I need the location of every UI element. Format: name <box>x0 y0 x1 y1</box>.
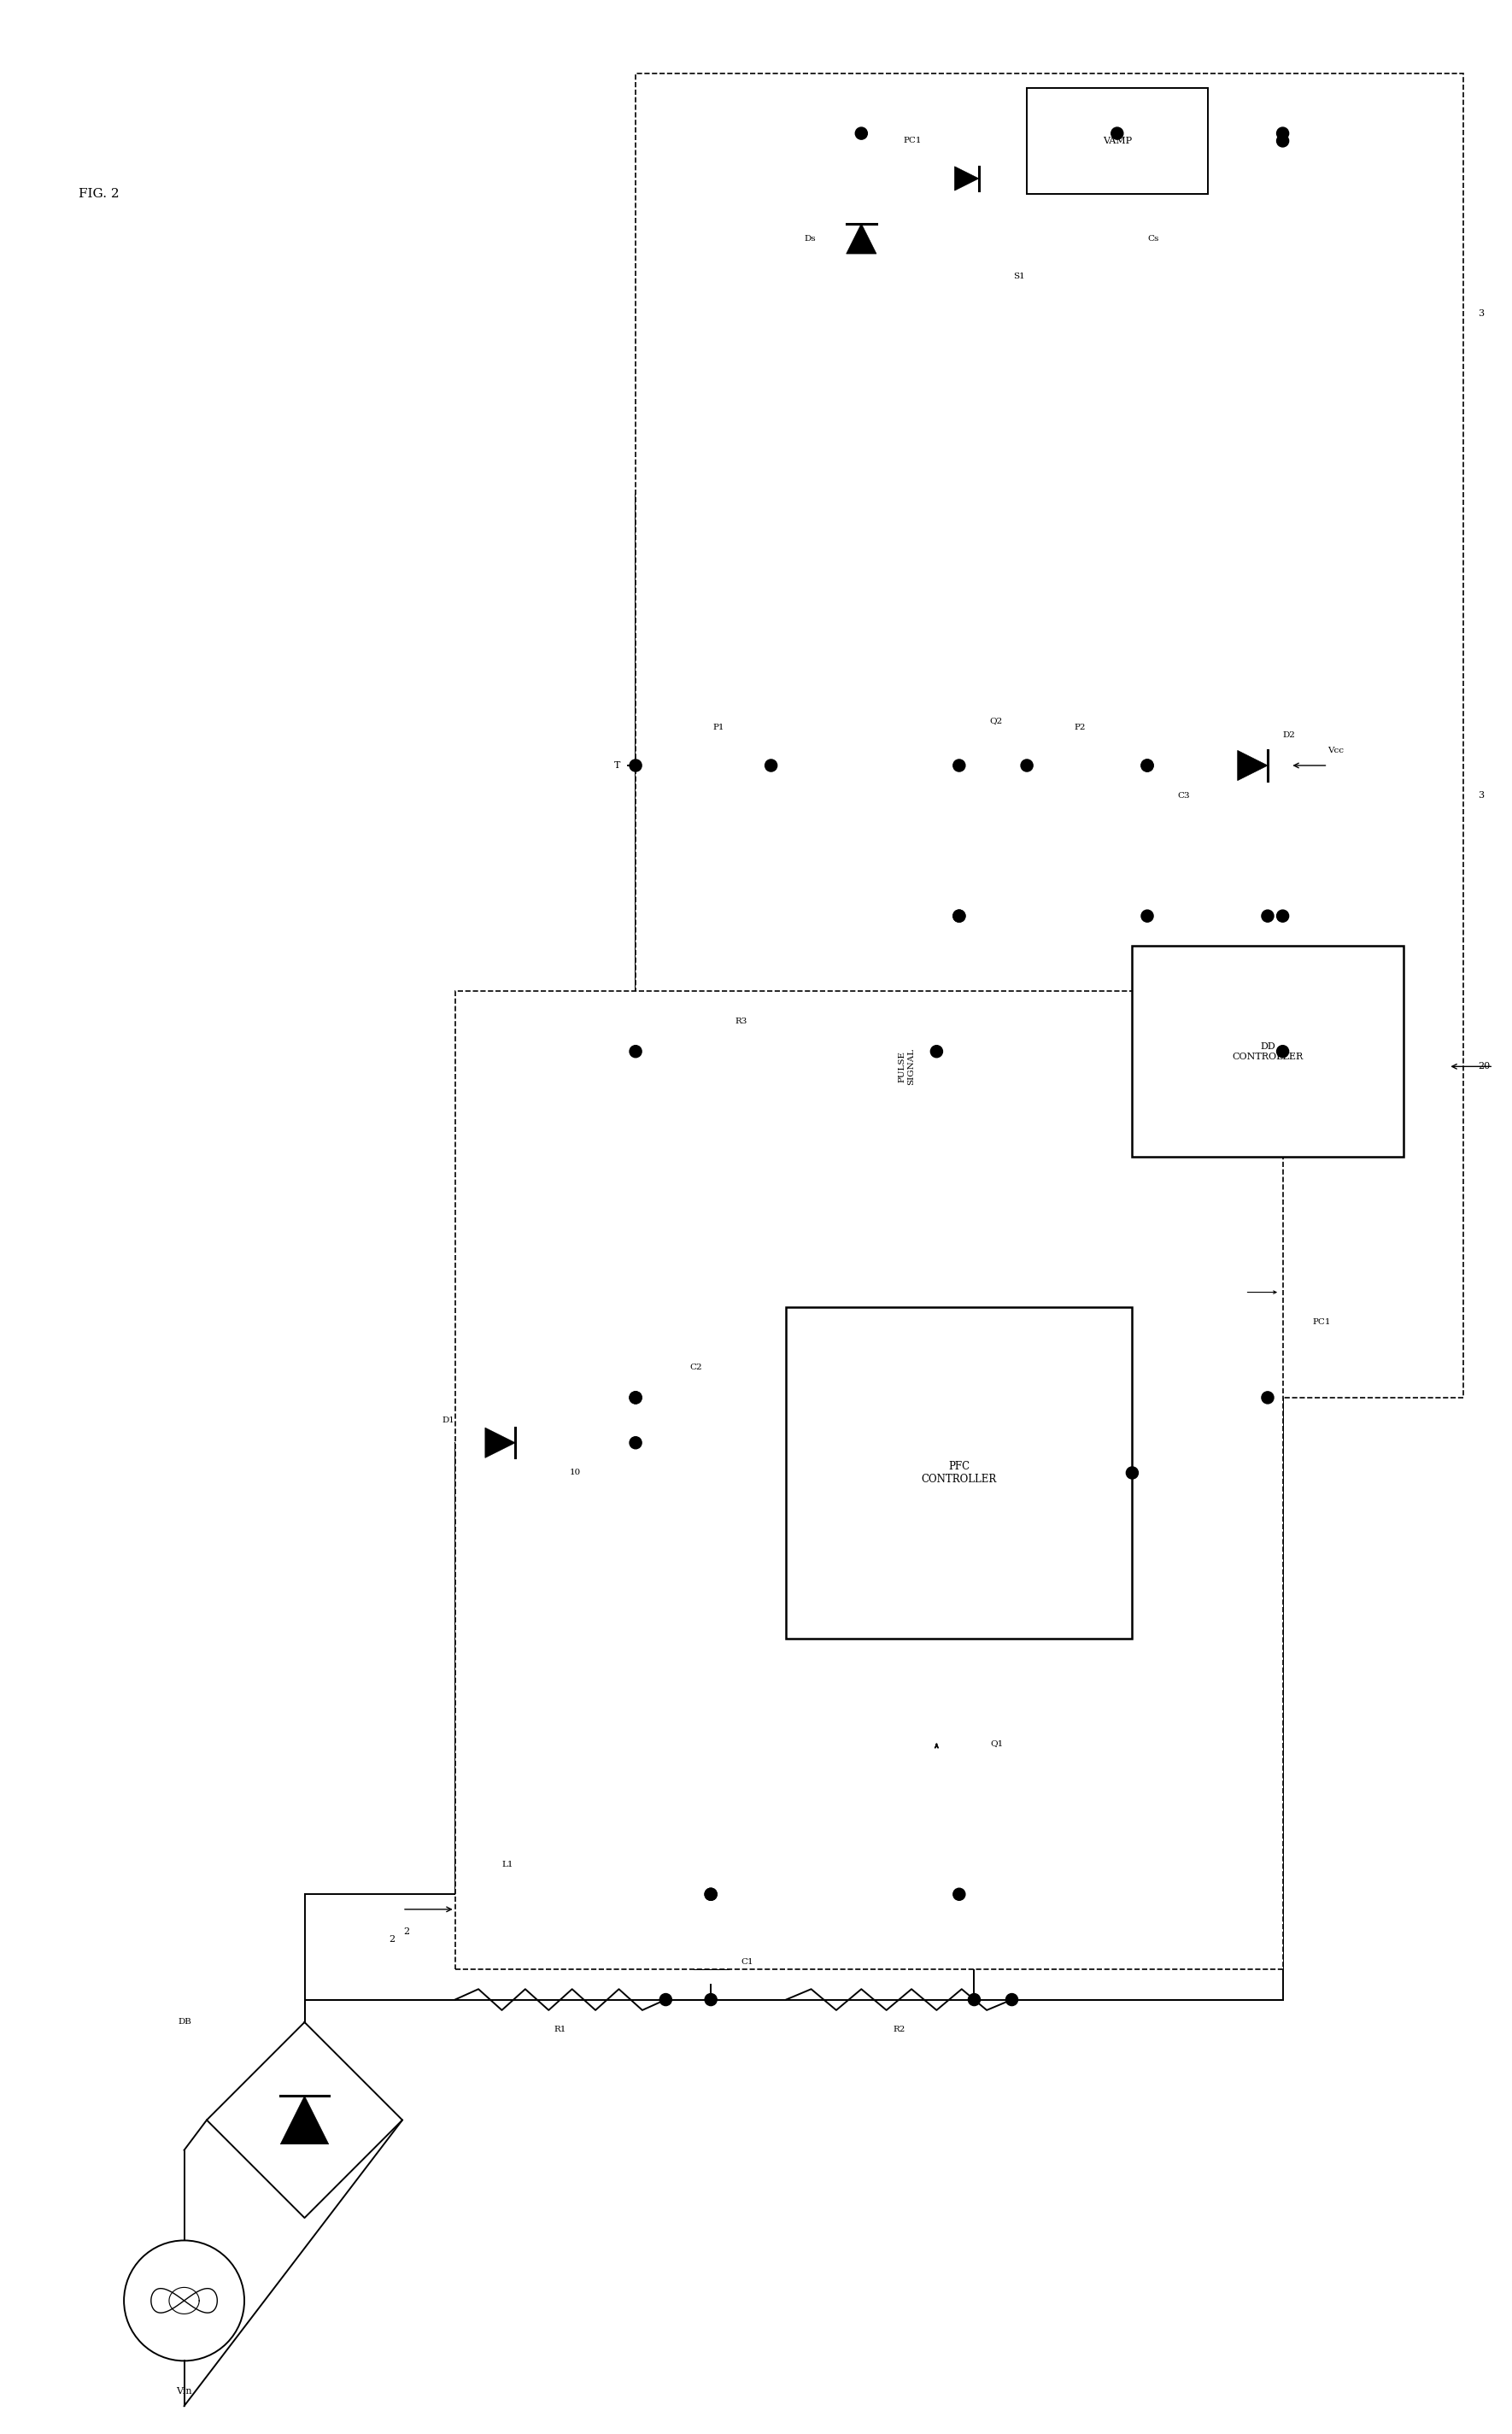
Circle shape <box>953 910 965 922</box>
Polygon shape <box>485 1429 516 1458</box>
Text: Q2: Q2 <box>989 716 1002 725</box>
Bar <box>455 991 1282 1969</box>
Text: Q1: Q1 <box>990 1740 1004 1748</box>
Circle shape <box>1021 759 1033 772</box>
Text: D2: D2 <box>1282 733 1296 740</box>
Text: VAMP: VAMP <box>1102 136 1132 146</box>
Text: C3: C3 <box>1178 791 1190 798</box>
Circle shape <box>705 1993 717 2006</box>
Circle shape <box>1276 910 1288 922</box>
Text: 2: 2 <box>404 1928 410 1935</box>
Circle shape <box>765 759 777 772</box>
Text: 3: 3 <box>1479 791 1485 801</box>
Text: 10: 10 <box>570 1470 581 1477</box>
Bar <box>1027 88 1208 195</box>
Polygon shape <box>847 224 877 253</box>
Circle shape <box>1142 910 1154 922</box>
Circle shape <box>1276 1047 1288 1056</box>
Text: T: T <box>614 762 620 769</box>
Text: 3: 3 <box>1479 309 1485 319</box>
Text: Vcc: Vcc <box>1328 747 1344 755</box>
Text: DB: DB <box>178 2018 192 2025</box>
Text: R1: R1 <box>555 2025 567 2032</box>
Text: PC1: PC1 <box>903 136 921 144</box>
Circle shape <box>953 1889 965 1901</box>
Text: S1: S1 <box>1013 273 1025 280</box>
Text: PULSE
SIGNAL: PULSE SIGNAL <box>898 1049 915 1086</box>
Text: Vin: Vin <box>177 2388 192 2395</box>
Polygon shape <box>280 2096 328 2144</box>
Bar <box>1132 947 1403 1156</box>
Bar <box>832 102 1403 494</box>
Circle shape <box>705 1889 717 1901</box>
Text: DD
CONTROLLER: DD CONTROLLER <box>1232 1042 1303 1061</box>
Text: 30: 30 <box>1403 100 1415 107</box>
Circle shape <box>953 759 965 772</box>
Polygon shape <box>1237 750 1267 781</box>
Text: 2: 2 <box>389 1935 395 1945</box>
Text: R3: R3 <box>735 1017 747 1025</box>
Circle shape <box>968 1993 980 2006</box>
Bar <box>786 1307 1132 1638</box>
Text: PC1: PC1 <box>1312 1319 1331 1327</box>
Circle shape <box>953 910 965 922</box>
Text: FIG. 2: FIG. 2 <box>79 187 119 200</box>
Circle shape <box>629 1392 641 1404</box>
Circle shape <box>629 1392 641 1404</box>
Circle shape <box>629 1047 641 1056</box>
Circle shape <box>1276 134 1288 146</box>
Circle shape <box>1276 127 1288 139</box>
Circle shape <box>659 1993 671 2006</box>
Polygon shape <box>954 166 978 190</box>
Text: C2: C2 <box>689 1363 702 1370</box>
Text: D1: D1 <box>443 1417 455 1424</box>
Circle shape <box>1261 910 1273 922</box>
Circle shape <box>629 1436 641 1448</box>
Text: R2: R2 <box>892 2025 906 2032</box>
Bar <box>635 73 1464 1397</box>
Circle shape <box>1111 127 1123 139</box>
Text: P2: P2 <box>1074 723 1086 733</box>
Circle shape <box>629 759 641 772</box>
Circle shape <box>705 1889 717 1901</box>
Text: P1: P1 <box>712 723 724 733</box>
Circle shape <box>1005 1993 1018 2006</box>
Text: L1: L1 <box>502 1860 514 1867</box>
Text: PFC
CONTROLLER: PFC CONTROLLER <box>921 1460 996 1485</box>
Circle shape <box>1142 759 1154 772</box>
Circle shape <box>1126 1468 1139 1480</box>
Text: Cs: Cs <box>1148 234 1158 243</box>
Text: C1: C1 <box>741 1959 753 1967</box>
Circle shape <box>1142 759 1154 772</box>
Circle shape <box>856 127 868 139</box>
Circle shape <box>930 1047 942 1056</box>
Circle shape <box>1261 1392 1273 1404</box>
Text: Ds: Ds <box>804 234 816 243</box>
Text: 20: 20 <box>1479 1061 1491 1071</box>
